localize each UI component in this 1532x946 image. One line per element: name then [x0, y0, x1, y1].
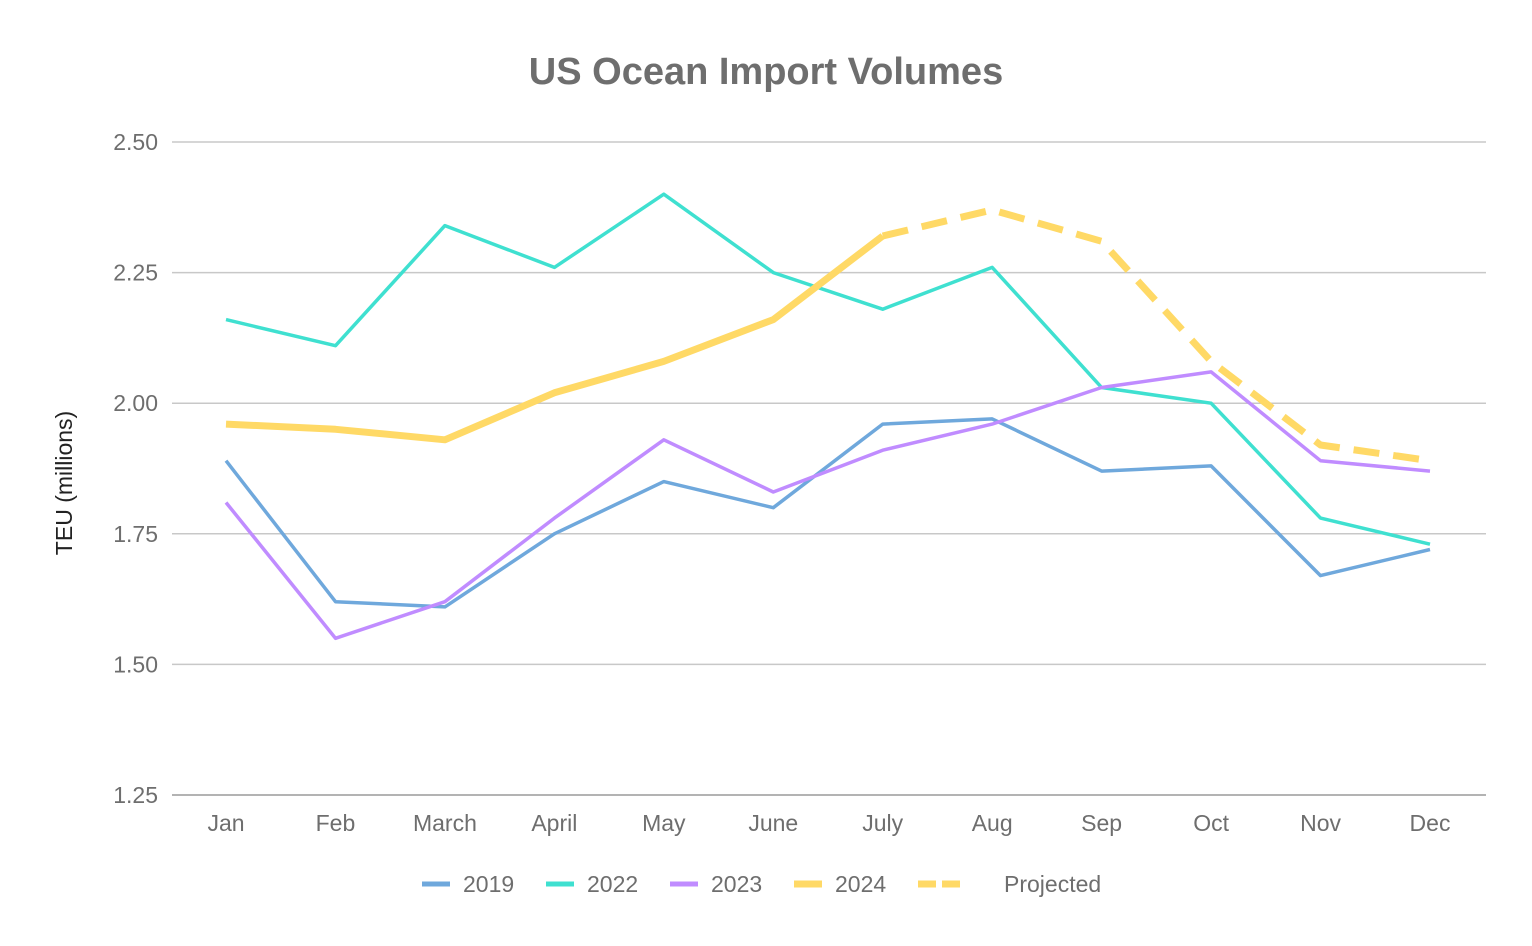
x-tick-label: April [531, 810, 577, 836]
y-axis-label: TEU (millions) [51, 411, 77, 555]
series-line-2022 [225, 192, 1431, 546]
x-tick-label: May [642, 810, 686, 836]
x-tick-label: Oct [1193, 810, 1229, 836]
y-tick-label: 2.50 [113, 129, 158, 155]
gridlines [172, 141, 1486, 796]
y-tick-label: 1.75 [113, 521, 158, 547]
x-tick-label: March [413, 810, 477, 836]
legend-label: 2023 [711, 871, 762, 897]
x-tick-label: Feb [316, 810, 356, 836]
y-tick-labels: 1.25 1.50 1.75 2.00 2.25 2.50 [113, 129, 158, 808]
x-tick-label: Jan [207, 810, 244, 836]
series-line-2024 [225, 233, 885, 444]
legend-label: 2022 [587, 871, 638, 897]
series-line-2019 [224, 417, 1431, 609]
x-tick-label: Dec [1410, 810, 1451, 836]
x-tick-label: Sep [1081, 810, 1122, 836]
series-line-projected [881, 206, 1431, 465]
legend-label: 2019 [463, 871, 514, 897]
legend-label: 2024 [835, 871, 886, 897]
series-lines [224, 192, 1431, 641]
x-tick-label: July [862, 810, 903, 836]
legend: 2019 2022 2023 2024 Projected [422, 871, 1101, 897]
y-tick-label: 1.25 [113, 782, 158, 808]
x-tick-label: Nov [1300, 810, 1341, 836]
series-line-2023 [224, 370, 1431, 641]
x-tick-label: June [748, 810, 798, 836]
y-tick-label: 1.50 [113, 651, 158, 677]
legend-label: Projected [1004, 871, 1101, 897]
y-tick-label: 2.00 [113, 390, 158, 416]
x-tick-labels: Jan Feb March April May June July Aug Sep Oct Nov D… [207, 810, 1450, 836]
chart-title: US Ocean Import Volumes [529, 51, 1003, 93]
x-tick-label: Aug [972, 810, 1013, 836]
y-tick-label: 2.25 [113, 260, 158, 286]
